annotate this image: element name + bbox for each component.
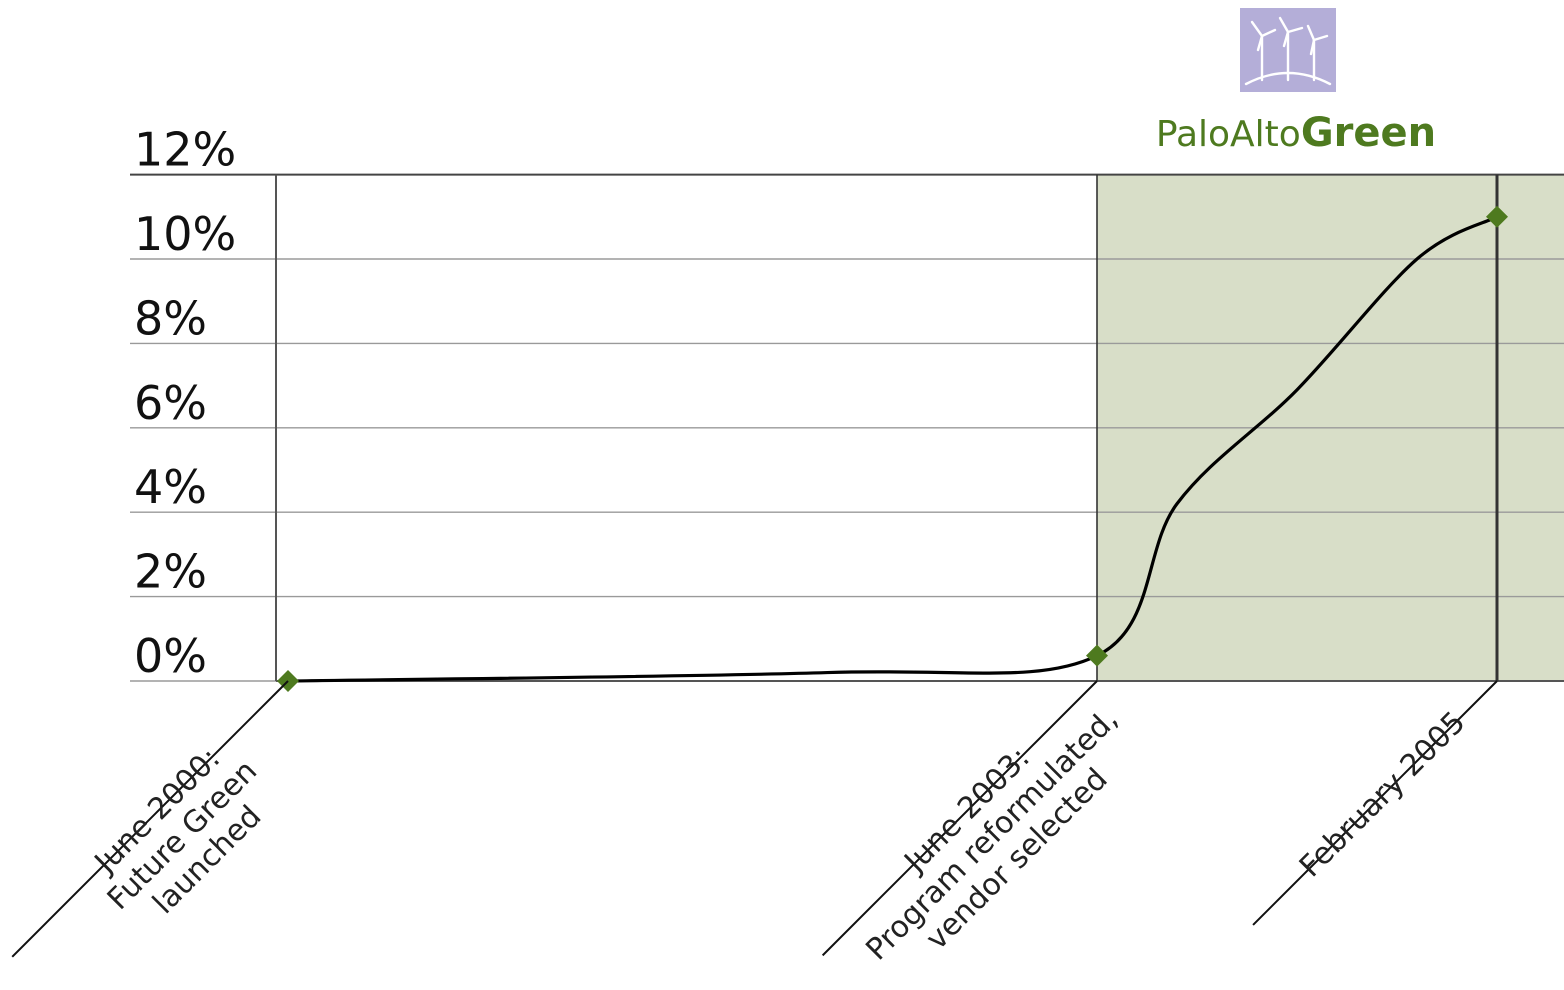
logo-text: PaloAltoGreen bbox=[1156, 110, 1436, 156]
paloaltogreen-logo: PaloAltoGreen bbox=[1156, 8, 1436, 156]
y-tick-label: 10% bbox=[134, 207, 236, 261]
y-tick-label: 12% bbox=[134, 123, 236, 177]
data-point-marker bbox=[1486, 205, 1508, 228]
data-point-marker bbox=[1086, 644, 1108, 667]
wind-turbines-icon-strokes bbox=[1244, 16, 1332, 86]
logo-text-bold: Green bbox=[1301, 110, 1436, 156]
milestone-label: June 2000:Future Greenlaunched bbox=[76, 729, 289, 942]
milestone-callout-line bbox=[821, 680, 1098, 957]
milestone-label-line: February 2005 bbox=[1293, 705, 1472, 884]
milestone-callout-line bbox=[11, 680, 289, 958]
milestone-label-line: Program reformulated, bbox=[859, 702, 1125, 968]
y-tick-label: 0% bbox=[134, 629, 207, 683]
y-tick-label: 6% bbox=[134, 376, 207, 430]
milestone-label: June 2003:Program reformulated,vendor se… bbox=[835, 677, 1150, 990]
y-tick-label: 2% bbox=[134, 545, 207, 599]
milestone-callout-line bbox=[1252, 680, 1498, 926]
y-tick-label: 4% bbox=[134, 460, 207, 514]
milestone-label: February 2005 bbox=[1293, 705, 1472, 884]
plot-area: 0% 2% 4% 6% 8% 10% 12% June 2000:Future Greenla… bbox=[11, 123, 1564, 990]
y-tick-label: 8% bbox=[134, 291, 207, 345]
series-line bbox=[287, 215, 1498, 683]
logo-text-light: PaloAlto bbox=[1156, 114, 1301, 155]
